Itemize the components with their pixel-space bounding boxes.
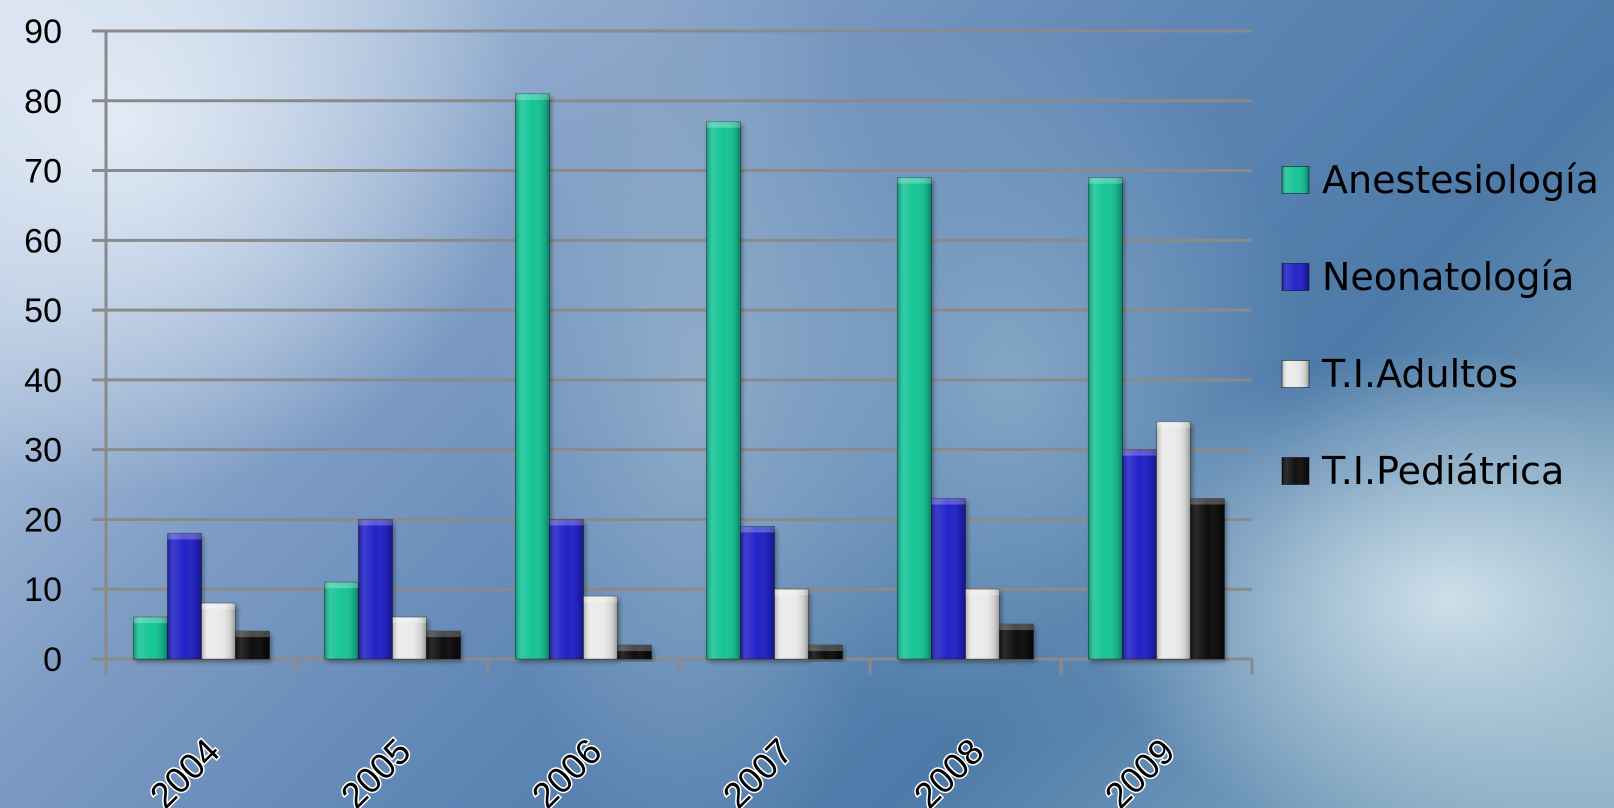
bar-2008-3	[965, 588, 1000, 660]
bar-2004-3	[201, 602, 236, 660]
bar-2005-1	[324, 581, 359, 660]
y-tick-label: 20	[24, 501, 62, 539]
bar-2009-2	[1122, 449, 1157, 660]
x-tick-label: 2008	[906, 730, 992, 808]
x-tick-label: 2009	[1097, 730, 1183, 808]
bar-2004-2	[167, 532, 202, 660]
bar-2005-3	[392, 616, 427, 660]
legend-item: T.I.Pediátrica	[1281, 449, 1564, 493]
legend-label: T.I.Pediátrica	[1321, 449, 1564, 493]
x-tick-label: 2007	[715, 730, 801, 808]
y-tick-label: 80	[24, 83, 62, 121]
bar-2006-4	[617, 644, 652, 660]
bar-2006-2	[549, 518, 584, 660]
axes	[104, 31, 1254, 675]
y-tick-label: 50	[24, 292, 62, 330]
bar-2006-3	[583, 595, 618, 660]
bar-2007-4	[808, 644, 843, 660]
bar-2009-1	[1088, 177, 1123, 660]
legend-label: Anestesiología	[1322, 158, 1599, 202]
y-tick-label: 40	[24, 362, 62, 400]
y-tick-label: 70	[24, 153, 62, 191]
bar-2009-3	[1156, 421, 1191, 660]
bar-2005-4	[426, 630, 461, 660]
bar-2007-2	[740, 525, 775, 660]
bars	[133, 93, 1225, 660]
y-tick-label: 60	[24, 222, 62, 260]
legend-label: T.I.Adultos	[1321, 352, 1518, 396]
bar-2007-1	[706, 121, 741, 660]
bar-2008-4	[999, 623, 1034, 660]
x-tick-label: 2005	[333, 730, 419, 808]
y-tick-label: 90	[24, 13, 62, 51]
y-tick-label: 10	[24, 571, 62, 609]
legend: Anestesiología Neonatología T.I.Adultos T.I…	[1281, 158, 1599, 493]
legend-item: Neonatología	[1281, 255, 1574, 299]
bar-2008-2	[931, 498, 966, 660]
y-tick-label: 0	[43, 641, 62, 679]
bar-2007-3	[774, 588, 809, 660]
legend-item: T.I.Adultos	[1281, 352, 1518, 396]
bar-2004-4	[235, 630, 270, 660]
bar-2008-1	[897, 177, 932, 660]
x-tick-label: 2004	[142, 730, 228, 808]
bar-2006-1	[515, 93, 550, 660]
x-tick-label: 2006	[524, 730, 610, 808]
bar-2004-1	[133, 616, 168, 660]
legend-item: Anestesiología	[1281, 158, 1599, 202]
bar-2009-4	[1190, 498, 1225, 660]
y-tick-label: 30	[24, 432, 62, 470]
bar-2005-2	[358, 518, 393, 660]
legend-label: Neonatología	[1322, 255, 1574, 299]
axis-labels: 0 10 20 30 40 50 60 70 80 90 2004 2005 2006 2007 2008 2…	[24, 13, 1184, 808]
gridlines	[92, 29, 1252, 661]
